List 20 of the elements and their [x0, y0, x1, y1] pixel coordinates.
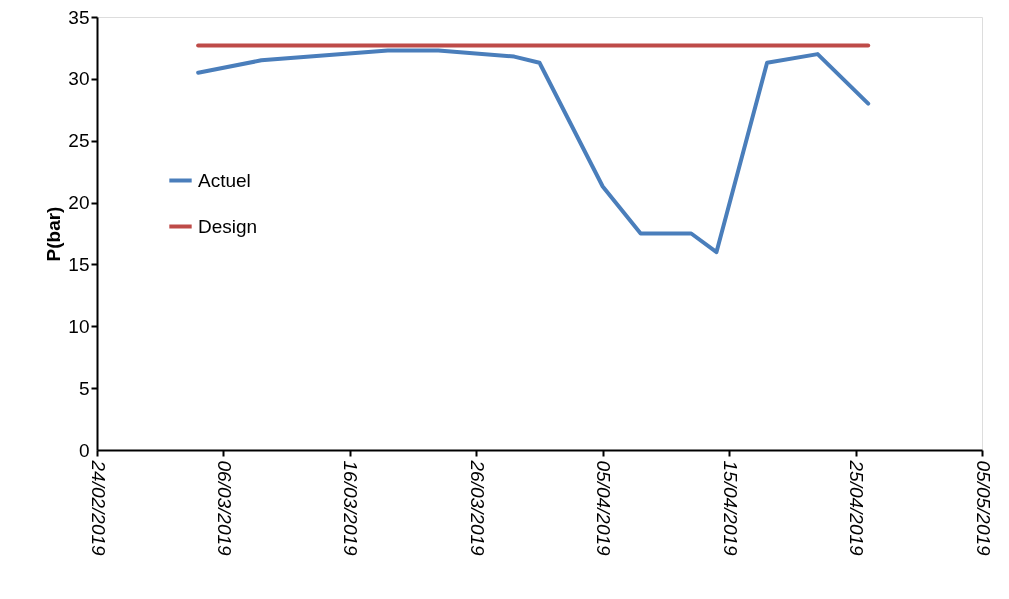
y-tick-label: 0	[78, 439, 90, 461]
y-tick-label: 10	[68, 315, 90, 337]
y-tick-label: 15	[68, 253, 90, 275]
x-tick-label: 25/04/2019	[846, 459, 868, 557]
legend-label: Design	[198, 215, 258, 237]
x-tick-label: 15/04/2019	[719, 460, 741, 557]
line-series	[196, 48, 871, 255]
x-tick-label: 05/04/2019	[593, 460, 615, 557]
y-axis-title: P(bar)	[43, 206, 65, 262]
y-tick-label: 20	[68, 192, 90, 214]
y-tick-label: 25	[68, 130, 90, 152]
x-tick-label: 16/03/2019	[340, 460, 362, 557]
y-tick-label: 30	[68, 68, 90, 90]
y-tick-label: 5	[78, 377, 90, 399]
x-tick-label: 05/05/2019	[972, 460, 994, 557]
x-tick-label: 24/02/2019	[87, 459, 109, 557]
x-tick-label: 06/03/2019	[213, 460, 235, 557]
legend-label: Actuel	[198, 169, 251, 191]
y-tick-label: 35	[68, 6, 90, 28]
x-tick-label: 26/03/2019	[466, 459, 488, 557]
